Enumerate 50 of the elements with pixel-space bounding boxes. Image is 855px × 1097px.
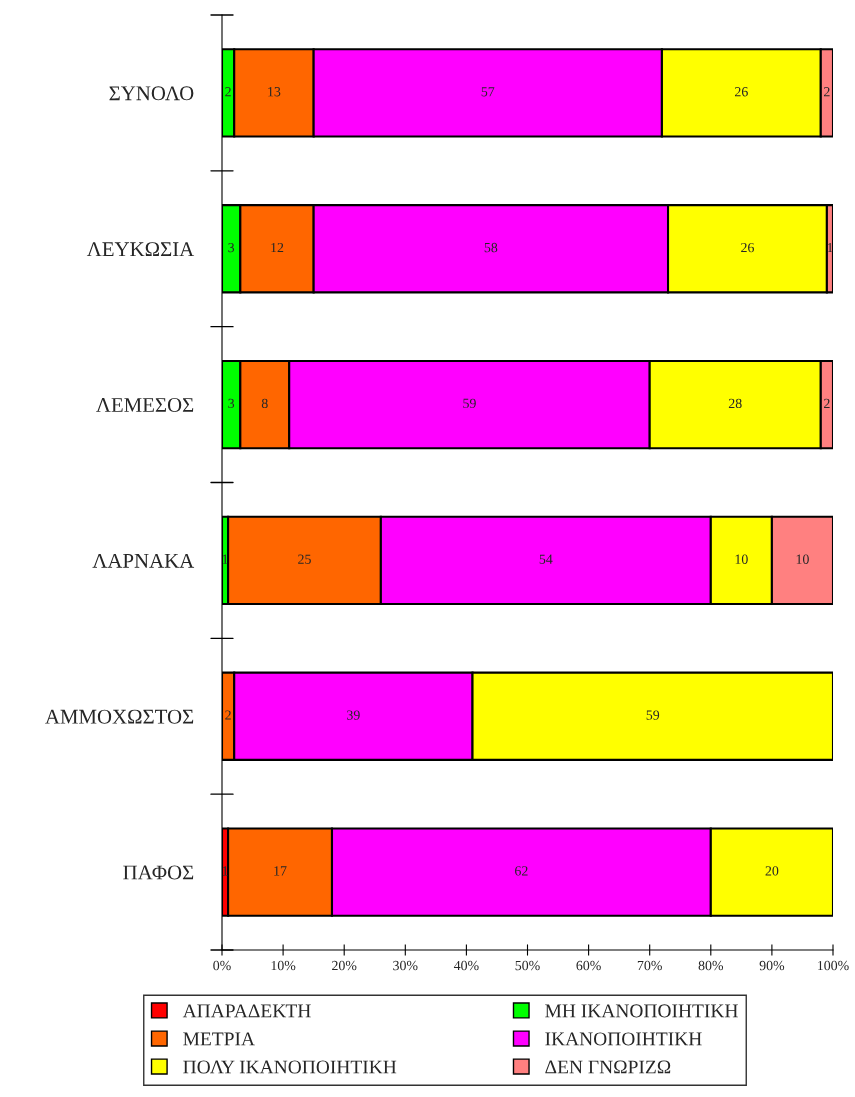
y-tick-label: ΛΑΡΝΑΚΑ [92, 553, 195, 568]
data-label: 3 [228, 242, 235, 253]
data-label: 59 [463, 398, 476, 409]
data-label: 10 [735, 554, 748, 564]
legend-label: ΠΟΛΥ ΙΚΑΝΟΠΟΙΗΤΙΚΗ [183, 1060, 397, 1074]
data-label: 10 [796, 554, 809, 564]
data-label: 3 [228, 398, 235, 409]
x-tick-label: 60% [576, 960, 601, 971]
x-tick-label: 30% [393, 960, 418, 971]
data-label: 2 [824, 398, 830, 408]
y-tick-label: ΛΕΜΕΣΟΣ [96, 398, 194, 413]
legend-label: ΔΕΝ ΓΝΩΡΙΖΩ [545, 1060, 671, 1074]
x-tick-label: 100% [818, 960, 849, 971]
data-label: 17 [274, 866, 287, 876]
data-label: 1 [827, 242, 833, 253]
x-tick-label: 10% [271, 960, 296, 971]
x-tick-label: 70% [637, 960, 662, 971]
x-tick-label: 0% [213, 960, 231, 971]
y-tick-label: ΛΕΥΚΩΣΙΑ [86, 242, 195, 256]
y-tick-label: ΑΜΜΟΧΩΣΤΟΣ [45, 709, 194, 724]
data-label: 39 [347, 710, 360, 720]
legend-label: ΜΗ ΙΚΑΝΟΠΟΙΗΤΙΚΗ [545, 1004, 738, 1018]
data-label: 2 [225, 710, 231, 720]
legend-label: ΑΠΑΡΑΔΕΚΤΗ [182, 1004, 311, 1018]
y-tick-label: ΠΑΦΟΣ [123, 865, 194, 880]
data-label: 8 [261, 398, 268, 409]
x-tick-label: 40% [453, 960, 479, 971]
data-label: 26 [741, 242, 754, 253]
data-label: 62 [515, 866, 528, 876]
data-label: 26 [735, 87, 748, 97]
data-label: 12 [271, 242, 284, 253]
x-tick-label: 20% [332, 960, 357, 971]
data-label: 2 [824, 87, 830, 97]
data-label: 25 [298, 554, 311, 564]
data-label: 2 [225, 87, 231, 97]
data-label: 59 [646, 710, 660, 720]
data-label: 58 [484, 242, 498, 253]
data-label: 1 [222, 554, 228, 564]
legend-label: ΙΚΑΝΟΠΟΙΗΤΙΚΗ [545, 1032, 702, 1046]
data-label: 20 [765, 866, 779, 876]
x-tick-label: 80% [698, 960, 724, 971]
data-label: 57 [481, 87, 495, 97]
data-label: 1 [222, 866, 228, 876]
legend-label: ΜΕΤΡΙΑ [183, 1032, 255, 1046]
x-tick-label: 90% [759, 960, 785, 971]
y-tick-label: ΣΥΝΟΛΟ [109, 86, 194, 101]
data-label: 28 [728, 398, 742, 409]
data-label: 54 [539, 554, 553, 564]
data-label: 13 [268, 87, 281, 97]
x-tick-label: 50% [515, 960, 540, 971]
